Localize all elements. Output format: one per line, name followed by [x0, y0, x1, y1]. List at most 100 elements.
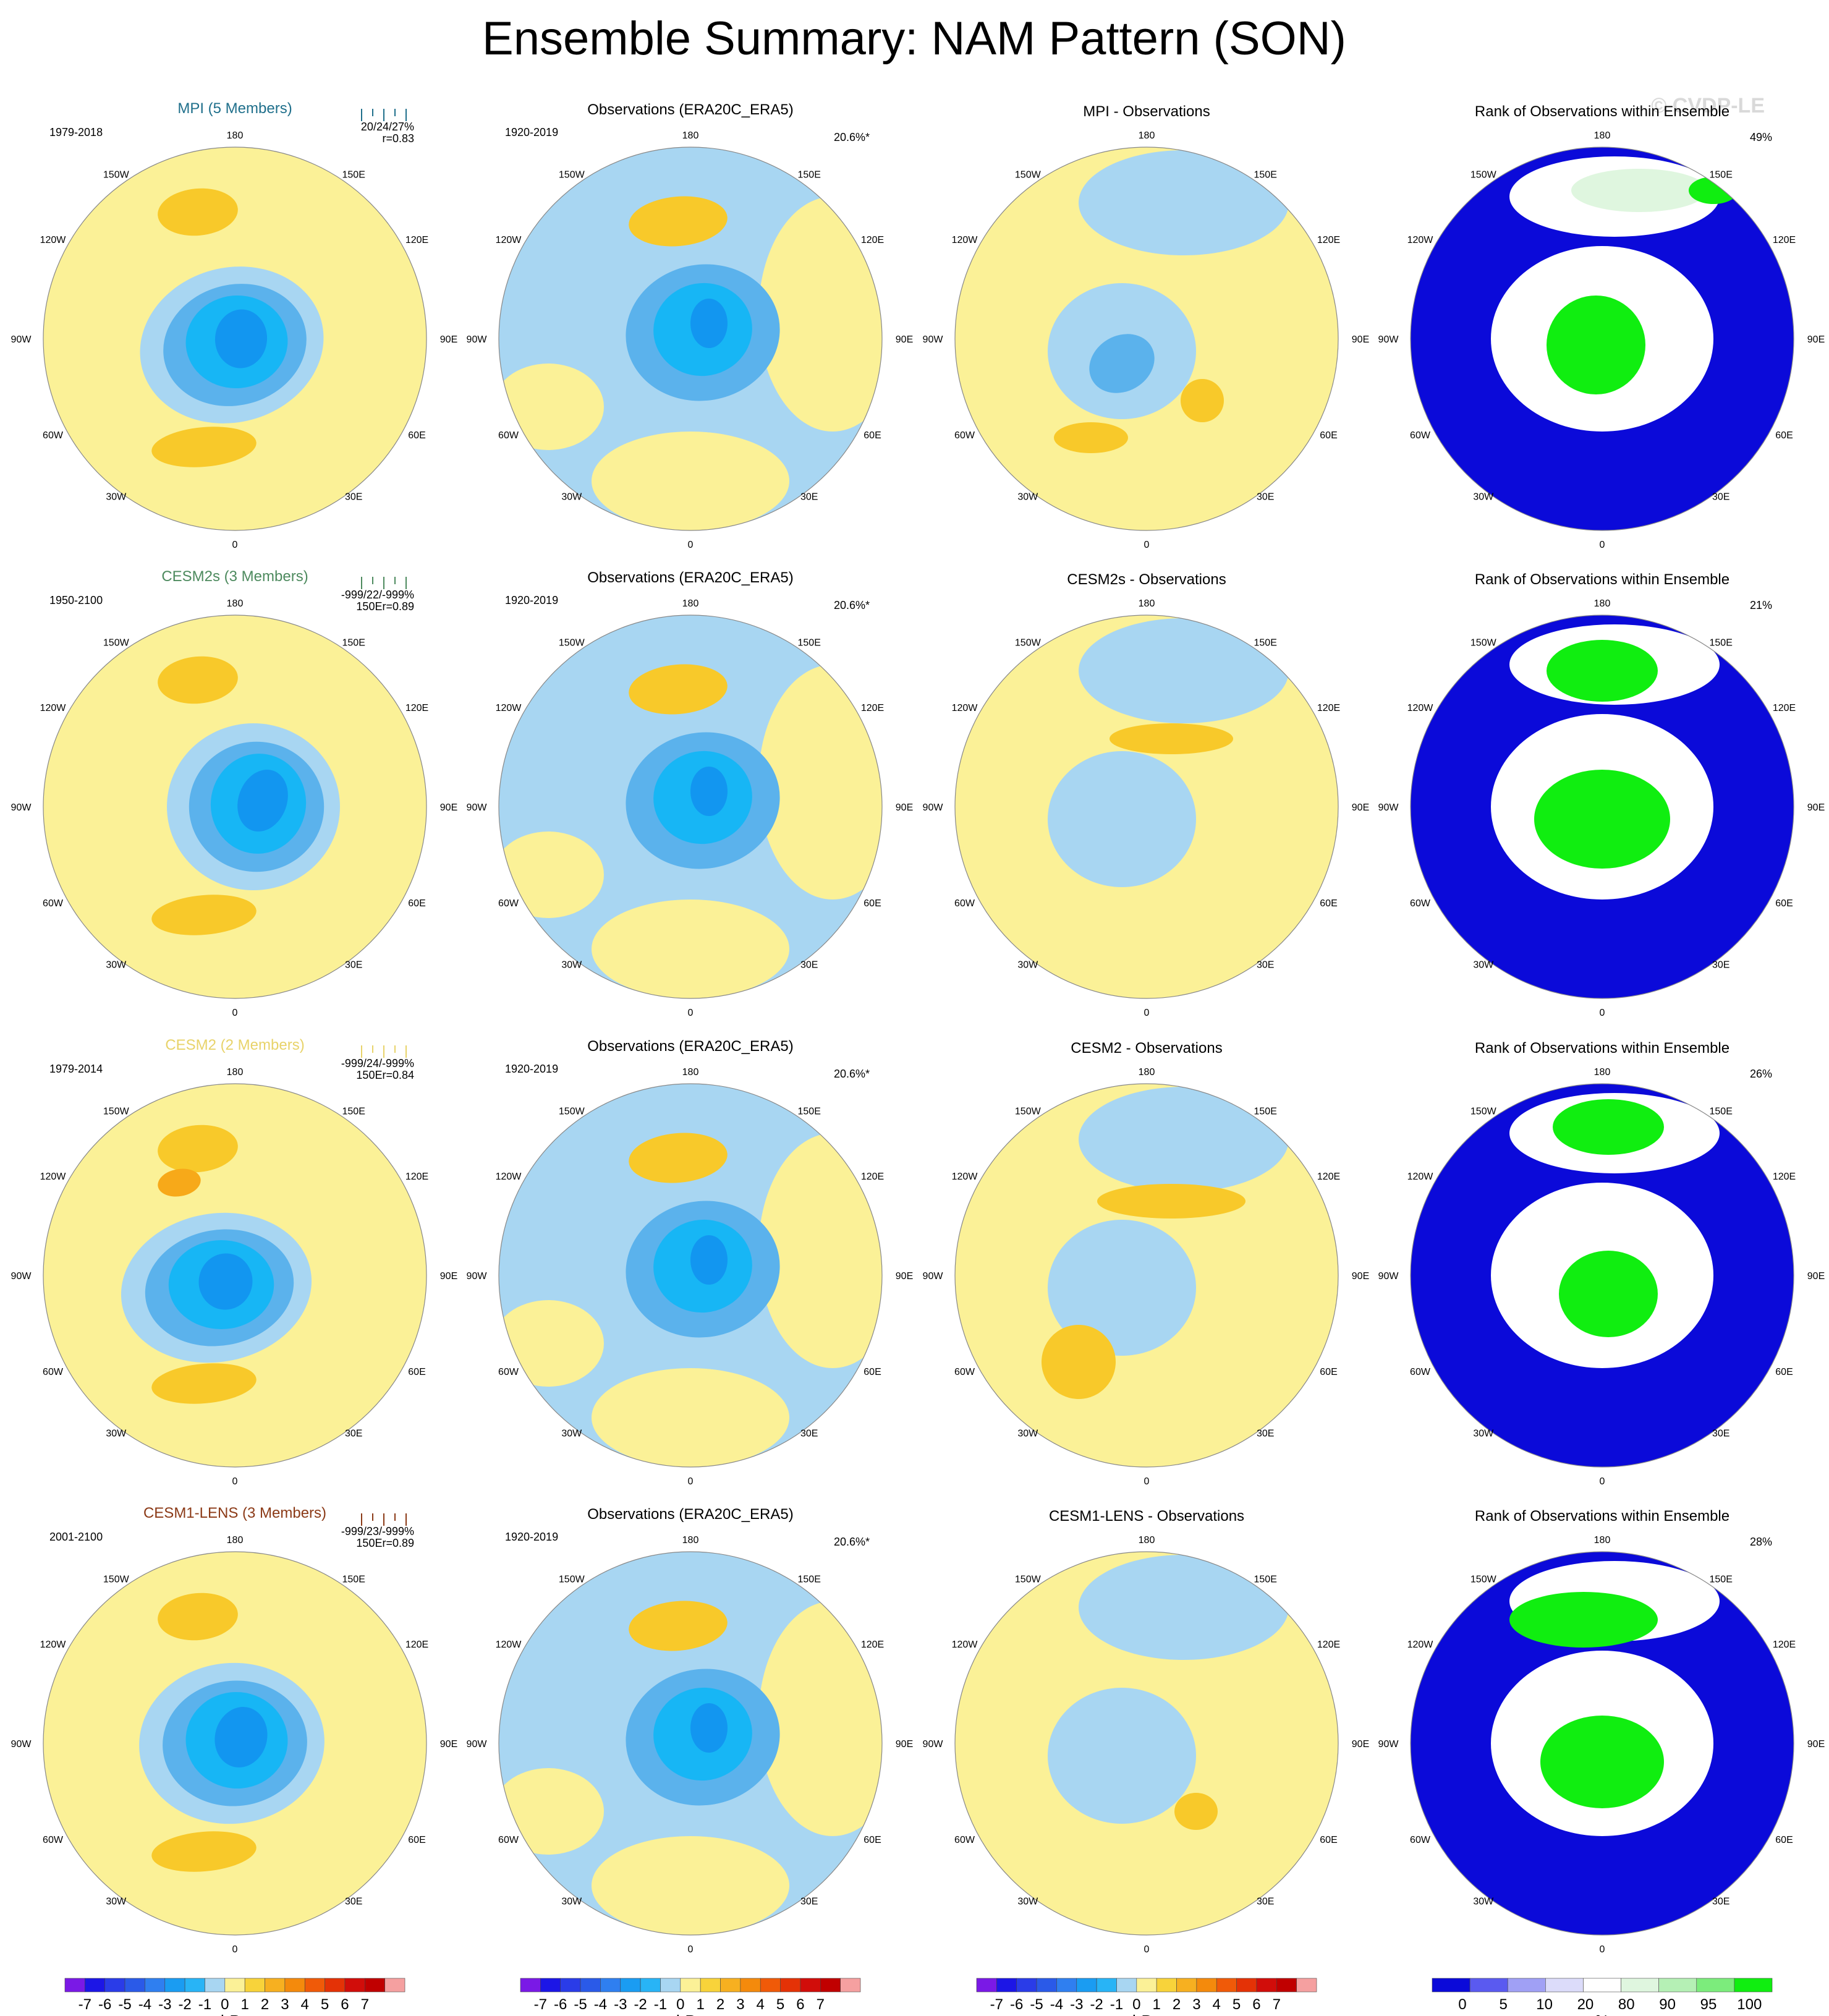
negative-contour-4 [690, 299, 728, 348]
colorbar-tick-label: -7 [990, 1996, 1003, 2013]
map-field [499, 615, 882, 998]
longitude-label: 30W [1017, 1428, 1038, 1439]
colorbar-swatch [1432, 1978, 1470, 1993]
longitude-label: 60W [954, 898, 975, 909]
longitude-label: 60E [1320, 1367, 1337, 1377]
longitude-label: 150W [1470, 638, 1497, 649]
longitude-label: 30W [1017, 959, 1038, 970]
disc-outline [498, 1083, 883, 1468]
longitude-label: 30E [800, 491, 818, 502]
longitude-label: 0 [1600, 1944, 1605, 1955]
longitude-label: 180 [1594, 1067, 1611, 1078]
longitude-label: 120W [496, 703, 522, 713]
variance-explained-label: 20.6%* [834, 599, 870, 611]
map-field [955, 1084, 1338, 1467]
colorbar-swatch [720, 1978, 741, 1993]
rank-panel: 180 0 90W 90E 150W 120W 60W 30W 150E 120E 60E 30E Ra… [1378, 1040, 1825, 1487]
colorbar-swatch [1036, 1978, 1057, 1993]
disc-outline [498, 1551, 883, 1936]
colorbar-swatch [1583, 1978, 1621, 1993]
positive-region-east [758, 665, 882, 900]
obs-panel: 180 0 90W 90E 150W 120W 60W 30W 150E 120E 60E 30E Ob… [467, 1038, 914, 1487]
colorbar-tick-label: -6 [98, 1996, 111, 2013]
negative-contour-4 [690, 1703, 728, 1753]
rank-percent-label: 21% [1750, 599, 1772, 611]
rank-panel-title: Rank of Observations within Ensemble [1475, 1508, 1729, 1525]
colorbar-swatch [1236, 1978, 1257, 1993]
longitude-label: 120E [1773, 235, 1796, 245]
colorbar-swatch [1076, 1978, 1097, 1993]
longitude-label: 30E [800, 959, 818, 970]
colorbar-swatch [520, 1978, 541, 1993]
colorbar-tick-label: 5 [1500, 1996, 1508, 2013]
longitude-label: 60E [1320, 1835, 1337, 1845]
map-field [499, 1084, 882, 1467]
map-field [955, 1552, 1338, 1935]
longitude-label: 60W [43, 430, 64, 441]
model-panel: 180 0 90W 90E 150W 120W 60W 30W 150E 120E 60E 30E MP… [11, 100, 458, 550]
colorbar-swatch [1116, 1978, 1137, 1993]
disc-outline [43, 147, 427, 531]
disc-outline [498, 615, 883, 999]
colorbar-tick-label: 2 [1173, 1996, 1181, 2013]
pacific-positive-lobe [629, 1601, 728, 1651]
longitude-label: 150E [342, 1107, 365, 1117]
pacific-positive-lobe [158, 188, 238, 236]
period-label: 1979-2014 [49, 1063, 103, 1075]
longitude-label: 90E [896, 1739, 913, 1750]
longitude-label: 0 [688, 1008, 694, 1018]
longitude-label: 150W [559, 1107, 585, 1117]
longitude-label: 90W [11, 1271, 32, 1282]
obs-panel-title: Observations (ERA20C_ERA5) [587, 101, 793, 118]
colorbar-tick-label: -4 [594, 1996, 607, 2013]
longitude-label: 0 [232, 1944, 238, 1955]
longitude-label: 150E [342, 170, 365, 181]
colorbar-tick-label: 4 [301, 1996, 309, 2013]
colorbar-tick-label: -1 [1110, 1996, 1123, 2013]
pacific-negative-region [1079, 150, 1289, 255]
colorbar-swatch [620, 1978, 641, 1993]
diff-panel-title: CESM1-LENS - Observations [1049, 1508, 1244, 1525]
colorbar-tick-label: 0 [676, 1996, 684, 2013]
longitude-label: 90W [1378, 802, 1399, 813]
period-label: 1979-2018 [49, 126, 103, 138]
colorbar-tick-label: 7 [361, 1996, 369, 2013]
diff-panel: 180 0 90W 90E 150W 120W 60W 30W 150E 120E 60E 30E CE… [923, 571, 1370, 1018]
colorbar-tick-label: 6 [1252, 1996, 1260, 2013]
longitude-label: 30W [1473, 1896, 1494, 1907]
longitude-label: 60E [1775, 1367, 1793, 1377]
green-core [1540, 1716, 1664, 1808]
longitude-label: 90W [467, 1739, 488, 1750]
colorbar-swatch [1216, 1978, 1237, 1993]
period-label: 1920-2019 [505, 126, 558, 138]
longitude-label: 30E [1257, 959, 1274, 970]
atlantic-positive-lobe [151, 895, 257, 935]
longitude-label: 150W [1470, 1107, 1497, 1117]
green-core [1559, 1251, 1658, 1337]
colorbar-swatch [820, 1978, 841, 1993]
longitude-label: 120W [40, 235, 67, 245]
longitude-label: 90E [1352, 1271, 1369, 1282]
longitude-label: 90W [1378, 1739, 1399, 1750]
pacific-lobe [1509, 1592, 1658, 1648]
longitude-label: 30W [561, 959, 582, 970]
positive-region-south [592, 1836, 789, 1935]
longitude-label: 60E [864, 898, 881, 909]
longitude-label: 120E [1773, 1640, 1796, 1650]
longitude-label: 0 [1144, 540, 1150, 550]
longitude-label: 150E [1254, 1107, 1277, 1117]
model-panel: 180 0 90W 90E 150W 120W 60W 30W 150E 120E 60E 30E CE… [11, 1037, 458, 1487]
longitude-label: 0 [1144, 1008, 1150, 1018]
negative-contour-4 [198, 1253, 253, 1310]
diff-panel: 180 0 90W 90E 150W 120W 60W 30W 150E 120E 60E 30E MP… [923, 103, 1370, 550]
longitude-label: 120W [1407, 703, 1434, 713]
longitude-label: 150W [103, 170, 130, 181]
colorbar-swatch [1176, 1978, 1197, 1993]
positive-region-south [592, 900, 789, 998]
rank-panel-title: Rank of Observations within Ensemble [1475, 103, 1729, 120]
colorbar-tick-label: -6 [1010, 1996, 1023, 2013]
colorbar-swatch [1056, 1978, 1077, 1993]
longitude-label: 180 [1139, 1067, 1155, 1078]
longitude-label: 90W [467, 1271, 488, 1282]
